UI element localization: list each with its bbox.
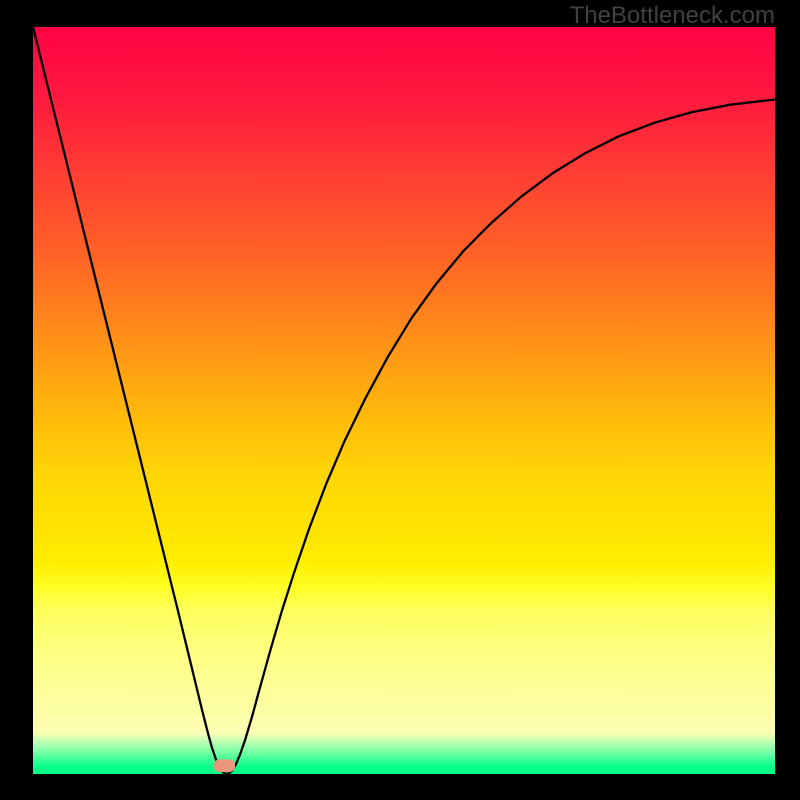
border-right <box>775 0 800 800</box>
target-marker <box>214 759 236 772</box>
chart-stage: TheBottleneck.com <box>0 0 800 800</box>
plot-area <box>33 27 775 774</box>
curve-layer <box>33 27 775 774</box>
border-left <box>0 0 33 800</box>
bottleneck-curve-path <box>33 27 775 774</box>
border-bottom <box>0 774 800 800</box>
watermark-text: TheBottleneck.com <box>570 2 775 30</box>
